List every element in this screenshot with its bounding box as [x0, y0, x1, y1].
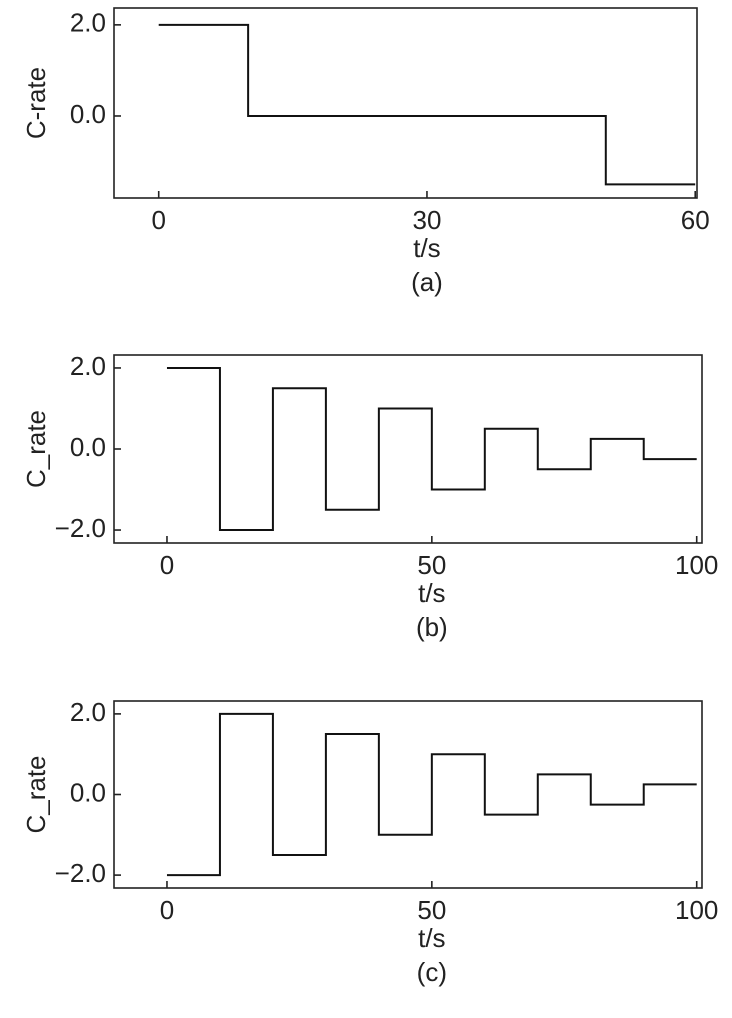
- data-line: [158, 23, 696, 186]
- data-line: [166, 366, 697, 532]
- caption: (c): [417, 957, 447, 987]
- y-tick-label: 0.0: [70, 432, 106, 462]
- x-tick-label: 0: [160, 550, 174, 580]
- x-tick-label: 30: [412, 205, 441, 235]
- x-tick-label: 50: [417, 895, 446, 925]
- x-tick-label: 0: [151, 205, 165, 235]
- y-axis-label: C_rate: [21, 755, 51, 833]
- caption: (b): [416, 612, 448, 642]
- caption: (a): [411, 267, 443, 297]
- y-axis-label: C-rate: [21, 67, 51, 139]
- x-tick-label: 60: [681, 205, 710, 235]
- y-tick-label: −2.0: [55, 858, 106, 888]
- plot-frame: [113, 354, 703, 544]
- y-tick-label: 0.0: [70, 99, 106, 129]
- x-tick-label: 50: [417, 550, 446, 580]
- subplot: 0 30 60 0.0 2.0 t/s (a) C-rate: [21, 7, 710, 297]
- x-tick-label: 100: [675, 550, 718, 580]
- data-line: [166, 712, 697, 877]
- y-tick-label: 2.0: [70, 8, 106, 38]
- y-tick-label: −2.0: [55, 513, 106, 543]
- y-tick-label: 2.0: [70, 351, 106, 381]
- plot-frame: [113, 700, 703, 889]
- plot-frame: [113, 7, 698, 199]
- y-axis-label: C_rate: [21, 410, 51, 488]
- x-axis-label: t/s: [418, 578, 445, 608]
- x-axis-label: t/s: [413, 233, 440, 263]
- subplot: 0 50 100 −2.0 0.0 2.0 t/s (c) C_rate: [21, 697, 719, 987]
- x-tick-label: 0: [160, 895, 174, 925]
- y-tick-label: 0.0: [70, 777, 106, 807]
- x-axis-label: t/s: [418, 923, 445, 953]
- x-tick-label: 100: [675, 895, 718, 925]
- y-tick-label: 2.0: [70, 697, 106, 727]
- subplot: 0 50 100 −2.0 0.0 2.0 t/s (b) C_rate: [21, 351, 719, 642]
